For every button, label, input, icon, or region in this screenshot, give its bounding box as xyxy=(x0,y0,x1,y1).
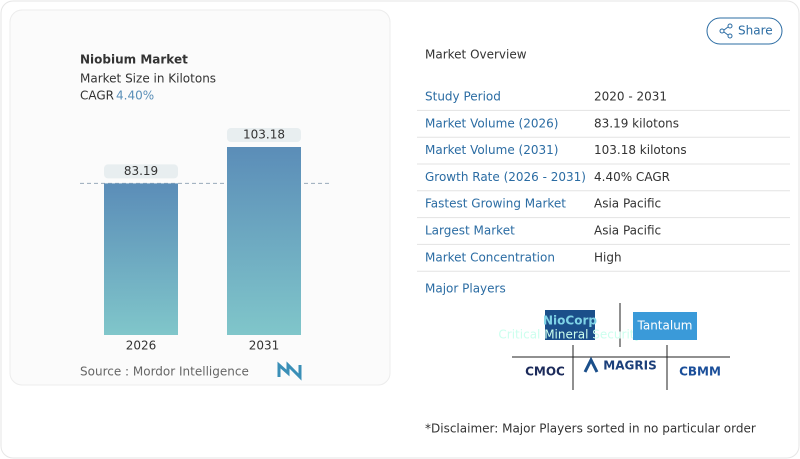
players-title: Major Players xyxy=(425,282,506,296)
share-button[interactable] xyxy=(706,17,783,45)
overview-title: Market Overview xyxy=(425,48,527,62)
overview-label: Largest Market xyxy=(425,224,515,238)
logo-text: Critical Mineral Security xyxy=(498,328,641,342)
overview-label: Market Volume (2026) xyxy=(425,116,558,130)
niocorp-logo xyxy=(545,310,595,340)
disclaimer: *Disclaimer: Major Players sorted in no … xyxy=(425,422,756,436)
tantalum-logo xyxy=(633,312,697,340)
x-tick-label: 2026 xyxy=(126,339,157,353)
overview-value: Asia Pacific xyxy=(594,197,661,211)
cagr-label: CAGR xyxy=(80,89,114,103)
overview-label: Fastest Growing Market xyxy=(425,197,566,211)
overview-value: 4.40% CAGR xyxy=(594,170,670,184)
overview-value: Asia Pacific xyxy=(594,224,661,238)
logo-text: MAGRIS xyxy=(603,359,656,373)
logo-dividers xyxy=(512,303,730,390)
magris-mark xyxy=(583,356,599,373)
overview-value: High xyxy=(594,250,622,264)
logo-text: CMOC xyxy=(525,365,565,379)
chart-title: Niobium Market xyxy=(80,53,188,67)
brand-logo xyxy=(277,361,302,381)
overview-value: 83.19 kilotons xyxy=(594,116,679,130)
overview-label: Study Period xyxy=(425,90,501,104)
share-label[interactable]: Share xyxy=(738,24,773,38)
logo-text: CBMM xyxy=(679,365,721,379)
value-label: 83.19 xyxy=(124,164,158,178)
x-tick-label: 2031 xyxy=(249,339,280,353)
chart-subtitle: Market Size in Kilotons xyxy=(80,72,216,86)
bar xyxy=(104,183,178,335)
overview-value: 2020 - 2031 xyxy=(594,90,667,104)
cagr-value: 4.40% xyxy=(116,89,154,103)
overview-value: 103.18 kilotons xyxy=(594,143,687,157)
value-label-box xyxy=(227,128,301,142)
bar xyxy=(227,147,301,335)
value-label-box xyxy=(104,164,178,179)
source: Source : Mordor Intelligence xyxy=(80,365,249,379)
chart-card xyxy=(9,9,391,386)
overview-label: Market Concentration xyxy=(425,250,555,264)
overview-label: Market Volume (2031) xyxy=(425,143,558,157)
overview-label: Growth Rate (2026 - 2031) xyxy=(425,170,586,184)
value-label: 103.18 xyxy=(243,128,285,142)
logo-text: NioCorp xyxy=(543,314,597,328)
share-icon xyxy=(719,23,733,39)
logo-text: Tantalum xyxy=(637,319,693,333)
